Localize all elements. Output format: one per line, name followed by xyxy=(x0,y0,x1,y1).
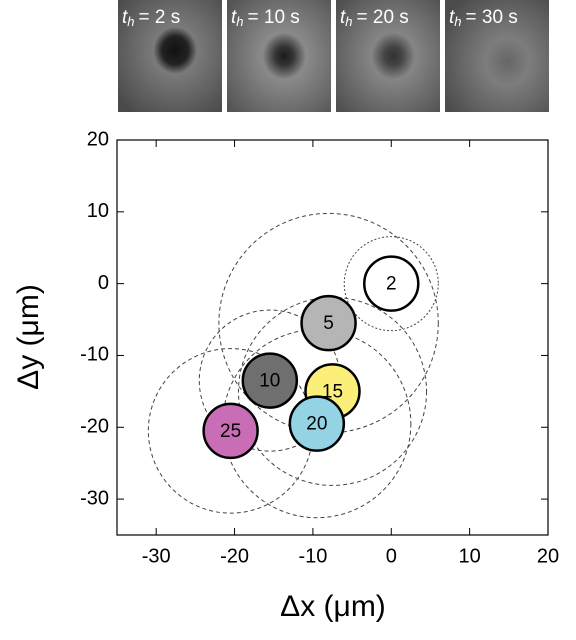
image-tile xyxy=(336,0,440,112)
point-label: 10 xyxy=(259,371,280,392)
x-tick-label: 20 xyxy=(537,545,559,567)
plot-frame xyxy=(116,139,549,536)
x-tick-label: 10 xyxy=(459,545,481,567)
y-tick-label: -30 xyxy=(80,487,109,509)
x-tick-label: -10 xyxy=(298,545,327,567)
image-tile xyxy=(227,0,331,112)
x-tick-label: -20 xyxy=(220,545,249,567)
y-tick-label: -20 xyxy=(80,416,109,438)
y-tick-label: -10 xyxy=(80,344,109,366)
image-label: th = 30 s xyxy=(449,7,518,29)
image-label: th = 10 s xyxy=(231,7,300,29)
image-tile xyxy=(118,0,222,112)
point-label: 15 xyxy=(322,381,343,402)
range-circle xyxy=(218,212,439,434)
image-label: th = 20 s xyxy=(340,7,409,29)
y-tick-label: 20 xyxy=(87,128,109,150)
x-tick-label: 0 xyxy=(386,545,397,567)
x-tick-label: -30 xyxy=(142,545,171,567)
point xyxy=(363,255,420,312)
point xyxy=(241,352,299,409)
image-label: th = 2 s xyxy=(122,7,180,29)
y-tick-label: 0 xyxy=(98,272,109,294)
point-label: 2 xyxy=(386,274,397,295)
point-label: 5 xyxy=(323,313,334,334)
point xyxy=(202,402,259,460)
point-label: 25 xyxy=(220,421,241,442)
image-tile xyxy=(445,0,549,112)
point-label: 20 xyxy=(306,414,327,435)
x-axis-label: Δx (μm) xyxy=(280,590,386,623)
y-axis-label: Δy (μm) xyxy=(12,284,45,390)
y-tick-label: 10 xyxy=(87,200,109,222)
point xyxy=(288,395,346,452)
range-circle xyxy=(343,236,439,332)
point xyxy=(300,294,357,352)
